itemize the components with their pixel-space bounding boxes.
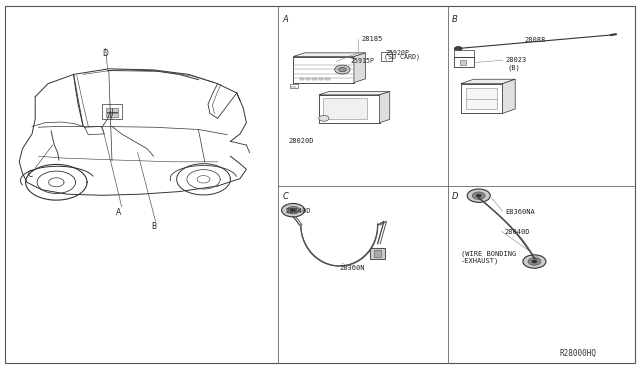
Circle shape xyxy=(454,46,462,51)
Circle shape xyxy=(467,189,490,202)
Text: D: D xyxy=(452,192,458,201)
Circle shape xyxy=(291,209,296,212)
Text: 28040D: 28040D xyxy=(504,230,530,235)
Bar xyxy=(370,248,385,259)
Text: 28020D: 28020D xyxy=(288,138,314,144)
Circle shape xyxy=(523,255,546,268)
Polygon shape xyxy=(461,79,515,84)
Bar xyxy=(300,78,304,80)
Polygon shape xyxy=(502,79,515,113)
Text: B: B xyxy=(452,15,458,24)
Bar xyxy=(381,52,392,61)
Bar xyxy=(460,60,466,65)
Circle shape xyxy=(282,203,305,217)
Bar xyxy=(325,78,330,80)
Circle shape xyxy=(532,260,537,263)
Circle shape xyxy=(528,258,541,265)
Text: 28023: 28023 xyxy=(506,57,527,63)
Text: C: C xyxy=(283,192,289,201)
Bar xyxy=(374,250,381,257)
Bar xyxy=(102,104,122,119)
Bar xyxy=(106,108,118,112)
Bar xyxy=(106,113,118,117)
Text: (WIRE BONDING: (WIRE BONDING xyxy=(461,250,516,257)
Text: R28000HQ: R28000HQ xyxy=(560,349,597,358)
Circle shape xyxy=(335,65,350,74)
Bar xyxy=(293,57,354,83)
Bar xyxy=(323,98,367,119)
Bar xyxy=(319,95,380,123)
Polygon shape xyxy=(293,53,365,57)
Bar xyxy=(306,78,310,80)
Bar xyxy=(454,57,474,67)
Bar xyxy=(461,84,502,113)
Circle shape xyxy=(339,67,346,72)
Bar xyxy=(319,78,323,80)
Text: C: C xyxy=(28,170,33,179)
Text: 28040D: 28040D xyxy=(285,208,311,214)
Bar xyxy=(454,50,474,57)
Circle shape xyxy=(319,115,329,121)
Text: 28360N: 28360N xyxy=(339,265,365,271)
Bar xyxy=(466,88,497,109)
Text: B: B xyxy=(151,222,156,231)
Text: A: A xyxy=(283,15,289,24)
Text: D: D xyxy=(102,49,109,58)
Bar xyxy=(312,78,317,80)
Text: 25915P: 25915P xyxy=(351,58,375,64)
Bar xyxy=(290,84,298,88)
Text: A: A xyxy=(116,208,121,217)
Circle shape xyxy=(476,194,481,197)
Text: -EXHAUST): -EXHAUST) xyxy=(461,258,499,264)
Polygon shape xyxy=(354,53,365,83)
Polygon shape xyxy=(319,92,390,95)
Text: (B): (B) xyxy=(508,64,520,71)
Polygon shape xyxy=(380,92,390,123)
Circle shape xyxy=(472,192,485,199)
Text: 25920P: 25920P xyxy=(386,50,410,56)
Text: (SD CARD): (SD CARD) xyxy=(384,53,420,60)
Circle shape xyxy=(287,206,300,214)
Text: 28185: 28185 xyxy=(362,36,383,42)
Text: 28088: 28088 xyxy=(525,37,546,43)
Text: E8360NA: E8360NA xyxy=(506,209,535,215)
